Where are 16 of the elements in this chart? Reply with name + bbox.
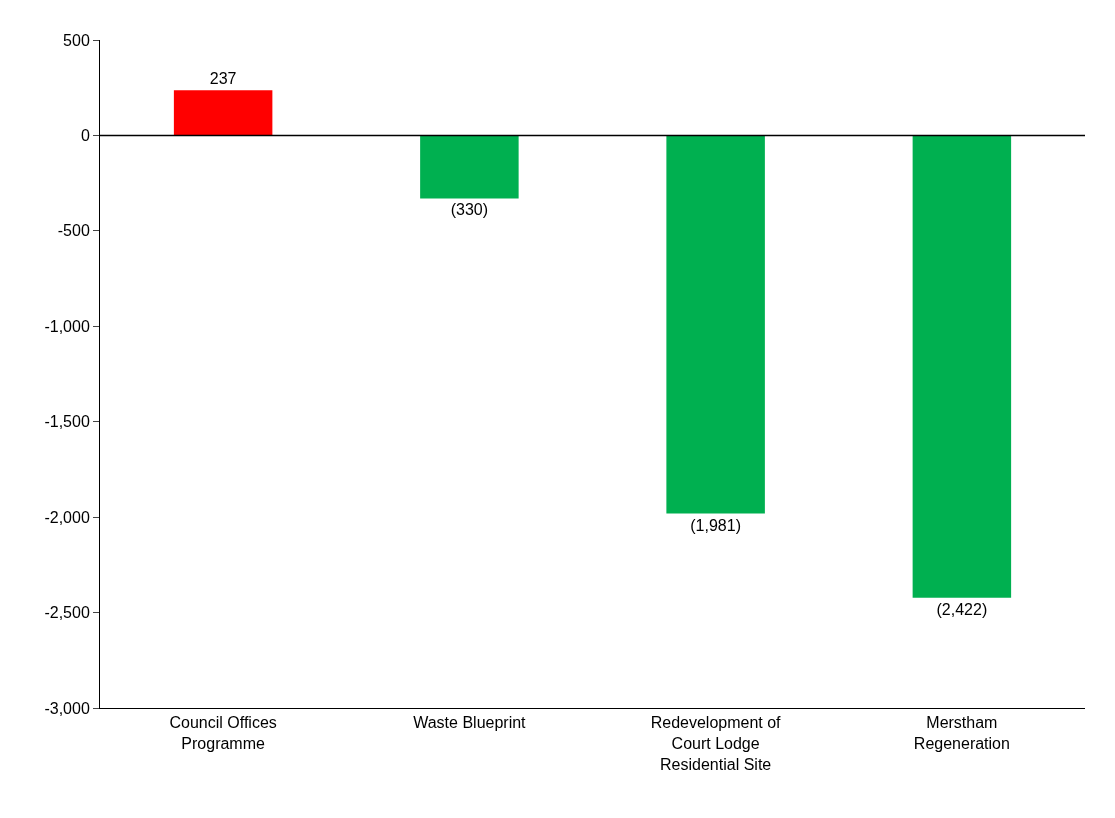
- y-tick-label: -500: [57, 222, 90, 240]
- data-label: (1,981): [690, 516, 741, 534]
- y-tick-label: -2,000: [44, 508, 90, 526]
- y-tick-label: -1,000: [44, 317, 90, 335]
- y-tick-label: 500: [63, 31, 90, 49]
- data-label: (330): [450, 201, 489, 219]
- x-tick-label: Redevelopment of Court Lodge Residential Site: [650, 714, 782, 773]
- y-tick-label: 0: [80, 127, 90, 145]
- x-tick-label: Waste Blueprint: [413, 714, 527, 732]
- data-label: 237: [209, 70, 237, 88]
- y-tick-label: -3,000: [44, 699, 90, 717]
- x-tick-label: Merstham Regeneration: [913, 714, 1010, 752]
- data-label: (2,422): [936, 600, 988, 618]
- y-tick-label: -1,500: [44, 413, 90, 431]
- x-tick-label: Council Offices Programme: [169, 714, 277, 752]
- y-tick-label: -2,500: [44, 604, 90, 622]
